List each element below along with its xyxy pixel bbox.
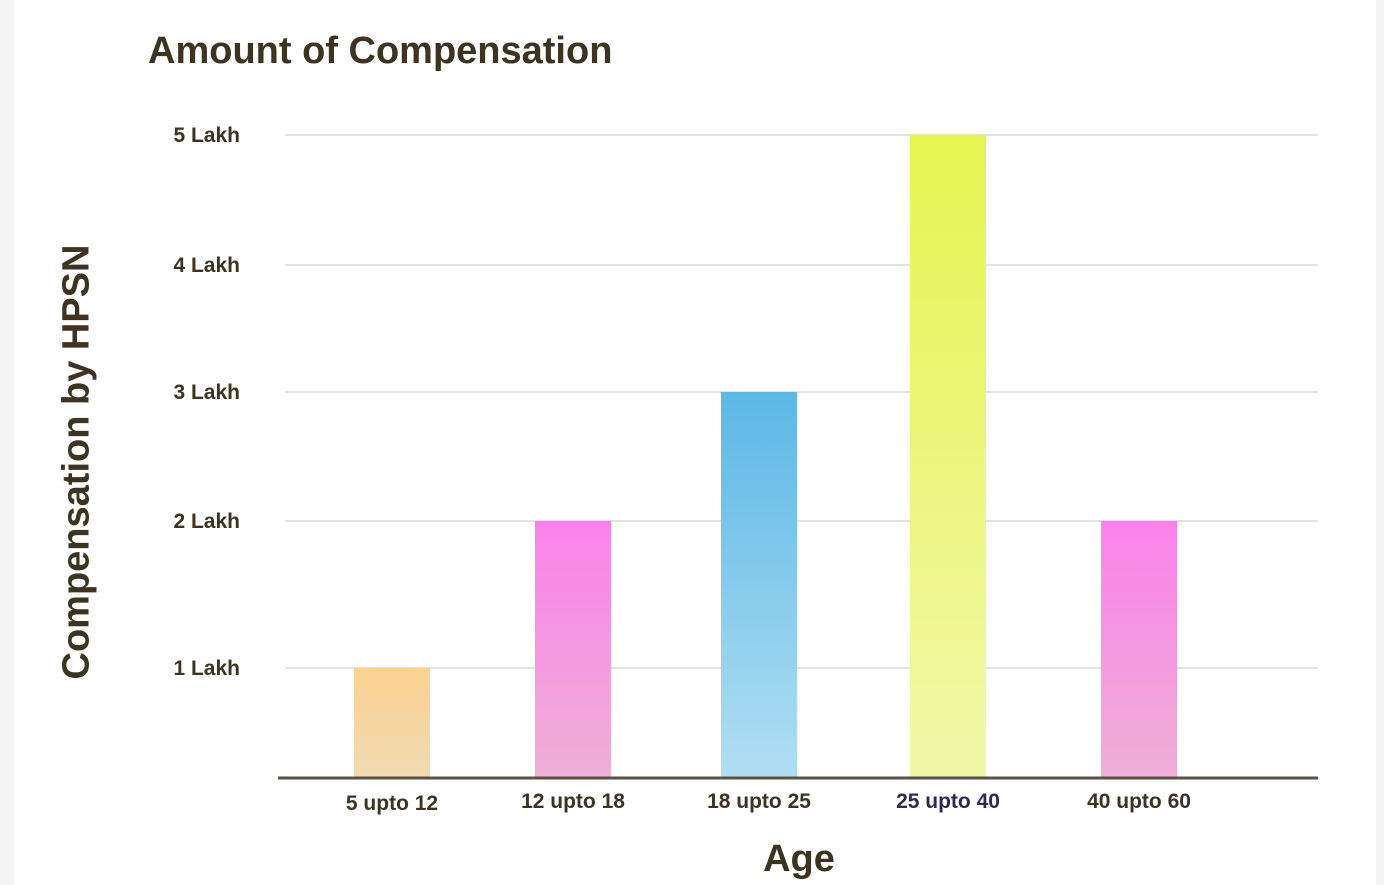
bar-40-upto-60 <box>1101 521 1177 778</box>
y-tick-label-5: 5 Lakh <box>173 124 240 147</box>
x-tick-label-12-upto-18: 12 upto 18 <box>521 790 625 813</box>
x-tick-label-25-upto-40: 25 upto 40 <box>896 790 1000 813</box>
x-axis-label: Age <box>763 838 835 880</box>
x-tick-label-18-upto-25: 18 upto 25 <box>707 790 811 813</box>
bar-25-upto-40 <box>910 135 986 778</box>
y-tick-label-4: 4 Lakh <box>173 254 240 277</box>
chart-title: Amount of Compensation <box>148 30 613 72</box>
x-tick-label-40-upto-60: 40 upto 60 <box>1087 790 1191 813</box>
bar-12-upto-18 <box>535 521 611 778</box>
y-tick-label-3: 3 Lakh <box>173 381 240 404</box>
bar-5-upto-12 <box>354 668 430 778</box>
y-tick-label-1: 1 Lakh <box>173 657 240 680</box>
x-tick-label-5-upto-12: 5 upto 12 <box>346 792 438 815</box>
y-tick-label-2: 2 Lakh <box>173 510 240 533</box>
bar-18-upto-25 <box>721 392 797 778</box>
